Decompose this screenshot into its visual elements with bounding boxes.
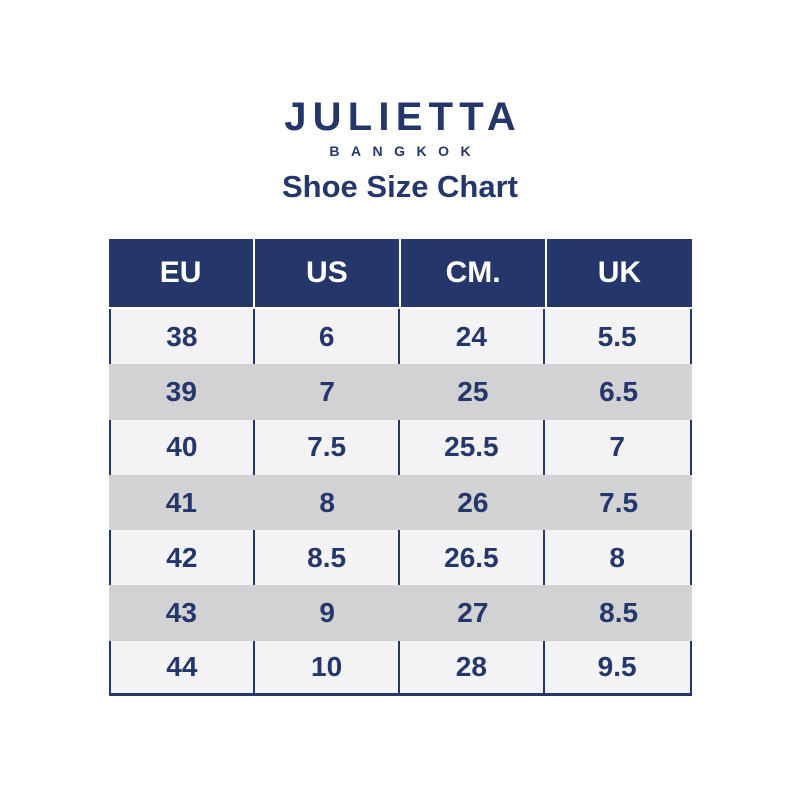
table-row: 44 10 28 9.5 xyxy=(108,640,692,697)
table-cell: 7.5 xyxy=(599,486,639,518)
table-row: 41 8 26 7.5 xyxy=(108,474,692,531)
table-cell: 8 xyxy=(319,486,335,518)
page-title: Shoe Size Chart xyxy=(282,169,518,204)
brand-location: BANGKOK xyxy=(329,143,483,159)
table-cell: 9.5 xyxy=(597,650,637,682)
table-cell: 43 xyxy=(165,597,197,629)
table-cell: 25 xyxy=(457,375,489,407)
table-cell: 9 xyxy=(319,597,335,629)
table-cell: 42 xyxy=(111,530,256,586)
table-row: 40 7.5 25.5 7 xyxy=(108,419,692,475)
table-row: 39 7 25 6.5 xyxy=(108,364,692,420)
table-cell: 24 xyxy=(400,309,545,365)
table-cell: 40 xyxy=(111,419,256,475)
table-cell: 38 xyxy=(111,309,256,365)
table-cell: 6.5 xyxy=(599,375,639,407)
table-cell: 41 xyxy=(165,486,197,518)
header-cell-cm: CM. xyxy=(401,239,546,307)
brand-block: JULIETTA BANGKOK xyxy=(0,0,800,158)
table-row: 43 9 27 8.5 xyxy=(108,585,692,641)
table-cell: 28 xyxy=(400,640,545,694)
header-cell-us: US xyxy=(254,239,399,307)
table-cell: 10 xyxy=(255,640,400,694)
table-cell: 8.5 xyxy=(599,597,639,629)
table-body: 38 6 24 5.5 39 7 25 6.5 40 7.5 25.5 7 41… xyxy=(108,309,692,697)
table-cell: 7.5 xyxy=(255,419,400,475)
table-cell: 8 xyxy=(609,541,625,573)
table-cell: 27 xyxy=(457,597,489,629)
size-chart-table: EU US CM. UK 38 6 24 5.5 39 7 25 6.5 40 … xyxy=(108,239,692,697)
table-row: 42 8.5 26.5 8 xyxy=(108,530,692,586)
table-cell: 8.5 xyxy=(255,530,400,586)
table-cell: 44 xyxy=(111,640,256,694)
brand-logo: JULIETTA xyxy=(284,95,522,139)
table-cell: 7 xyxy=(319,375,335,407)
table-cell: 6 xyxy=(255,309,400,365)
table-row: 38 6 24 5.5 xyxy=(108,309,692,365)
table-cell: 26.5 xyxy=(400,530,545,586)
table-cell: 7 xyxy=(609,431,625,463)
table-cell: 5.5 xyxy=(597,320,637,352)
table-cell: 39 xyxy=(165,375,197,407)
table-cell: 25.5 xyxy=(400,419,545,475)
header-cell-eu: EU xyxy=(108,239,253,307)
header-cell-uk: UK xyxy=(547,239,692,307)
table-header-row: EU US CM. UK xyxy=(108,239,692,307)
table-cell: 26 xyxy=(457,486,489,518)
